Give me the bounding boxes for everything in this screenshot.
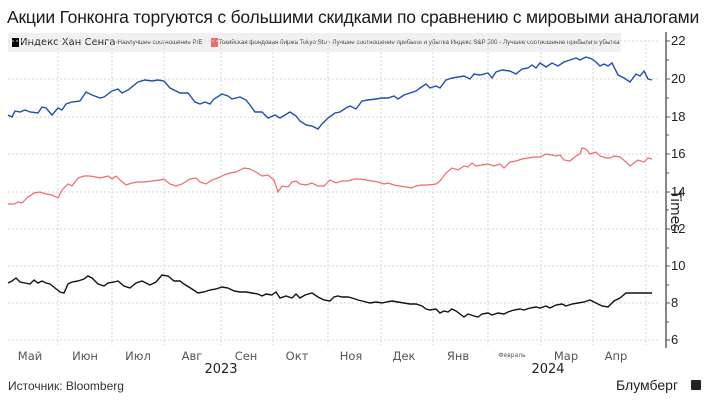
series-line-sp500: [8, 147, 653, 205]
brand-label: Блумберг: [616, 377, 679, 393]
series-line-hang-seng: [7, 274, 652, 318]
legend-swatch-hang-seng: [12, 38, 19, 47]
legend-label-hang-seng-suffix: -Наилучшее соотношение P/E: [115, 39, 203, 46]
y-tick-22: 22: [671, 33, 686, 48]
x-tick-dec: Дек: [392, 349, 416, 363]
y-tick-10: 10: [671, 258, 686, 273]
y-tick-14: 14: [671, 184, 686, 199]
y-tick-8: 8: [671, 295, 679, 310]
x-tick-nov: Ноя: [339, 349, 363, 363]
source-note: Источник: Bloomberg: [8, 379, 124, 393]
x-tick-aug: Авг: [181, 349, 203, 363]
x-tick-may: Май: [17, 349, 43, 363]
legend-label-hang-seng: Индекс Хан Сенга: [20, 37, 116, 48]
legend-swatch-tokyo-sp500: [210, 38, 218, 47]
y-axis-label: Times: [667, 190, 683, 232]
x-tick-feb: Февраль: [498, 352, 526, 359]
bloomberg-chart-icon: [691, 380, 701, 390]
y-tick-12: 12: [671, 221, 686, 236]
x-tick-sep: Сен: [234, 349, 258, 363]
x-tick-jun: Июн: [72, 349, 98, 363]
x-year-2024: 2024: [531, 362, 565, 377]
x-tick-jan: Янв: [446, 349, 470, 363]
x-year-2023: 2023: [204, 362, 238, 377]
chart-legend: Индекс Хан Сенга -Наилучшее соотношение …: [8, 33, 621, 52]
x-tick-jul: Июл: [125, 349, 151, 363]
y-axis-ticks: [666, 40, 670, 341]
x-tick-apr: Апр: [604, 349, 628, 363]
chart-title: Акции Гонконга торгуются с большими скид…: [7, 7, 700, 27]
y-tick-20: 20: [671, 71, 686, 86]
grid-lines: [8, 40, 660, 345]
y-tick-16: 16: [671, 146, 686, 161]
y-tick-18: 18: [671, 109, 686, 124]
series-line-tokyo: [7, 56, 653, 130]
x-tick-mar: Мар: [553, 349, 579, 363]
x-tick-oct: Окт: [285, 349, 309, 363]
legend-label-tokyo-sp500: Токийская фондовая биржа Tokyo Sto - Луч…: [218, 39, 620, 46]
y-tick-6: 6: [671, 332, 679, 347]
